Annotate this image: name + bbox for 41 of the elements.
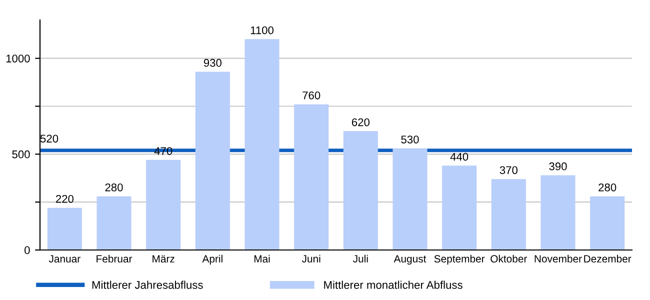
x-tick-label: November: [534, 254, 582, 263]
x-tick-label: Juni: [302, 254, 320, 263]
x-tick-label: März: [152, 255, 174, 263]
annotation: 520: [40, 134, 58, 143]
x-tick-label: Mai: [254, 254, 270, 263]
y-tick-label: 500: [12, 150, 30, 158]
legend-label: Mittlerer monatlicher Abfluss: [324, 280, 462, 289]
x-tick-label: August: [394, 255, 426, 265]
bar: [294, 104, 329, 250]
data-label: 220: [56, 194, 74, 203]
data-label: 1100: [250, 26, 274, 34]
x-tick-label: Oktober: [490, 254, 528, 263]
data-label: 620: [352, 118, 370, 126]
bar: [491, 179, 526, 250]
data-label: 530: [401, 136, 419, 144]
x-tick-label: Februar: [96, 254, 132, 263]
y-tick-label: 1000: [6, 54, 30, 62]
data-label: 760: [302, 91, 320, 100]
x-tick-label: Juli: [353, 254, 368, 263]
bar: [590, 196, 625, 250]
bar: [540, 175, 576, 250]
data-label: 280: [598, 183, 616, 192]
bar: [195, 72, 230, 250]
data-label: 370: [500, 166, 518, 174]
bar: [343, 131, 378, 250]
bar: [244, 39, 280, 250]
x-tick-label: April: [202, 254, 222, 265]
x-tick-label: September: [434, 254, 485, 265]
bar: [442, 166, 477, 250]
bar: [392, 148, 428, 250]
y-tick-label: 0: [24, 246, 30, 254]
x-tick-label: Dezember: [584, 254, 632, 263]
bar: [146, 160, 181, 250]
data-label: 390: [549, 162, 567, 170]
data-label: 440: [450, 152, 468, 161]
data-label: 930: [204, 58, 222, 67]
bar: [47, 208, 82, 250]
bar: [96, 196, 132, 250]
data-label: 280: [105, 183, 123, 192]
legend-label: Mittlerer Jahresabfluss: [92, 280, 203, 289]
x-tick-label: Januar: [48, 255, 80, 263]
